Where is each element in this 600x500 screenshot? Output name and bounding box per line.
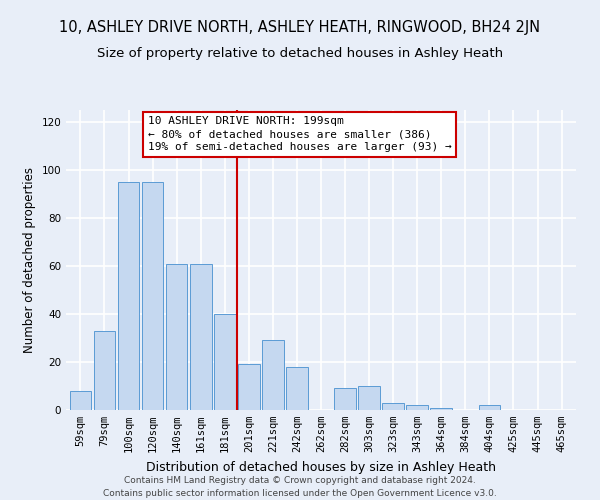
Bar	[430, 408, 452, 410]
Text: 10, ASHLEY DRIVE NORTH, ASHLEY HEATH, RINGWOOD, BH24 2JN: 10, ASHLEY DRIVE NORTH, ASHLEY HEATH, RI…	[59, 20, 541, 35]
Bar	[118, 182, 139, 410]
Bar	[70, 391, 91, 410]
Bar	[142, 182, 163, 410]
Bar	[286, 367, 308, 410]
Bar	[358, 386, 380, 410]
Text: Contains HM Land Registry data © Crown copyright and database right 2024.
Contai: Contains HM Land Registry data © Crown c…	[103, 476, 497, 498]
Text: Size of property relative to detached houses in Ashley Heath: Size of property relative to detached ho…	[97, 48, 503, 60]
Bar	[214, 314, 236, 410]
Bar	[334, 388, 356, 410]
Bar	[262, 340, 284, 410]
Bar	[238, 364, 260, 410]
X-axis label: Distribution of detached houses by size in Ashley Heath: Distribution of detached houses by size …	[146, 460, 496, 473]
Bar	[94, 331, 115, 410]
Text: 10 ASHLEY DRIVE NORTH: 199sqm
← 80% of detached houses are smaller (386)
19% of : 10 ASHLEY DRIVE NORTH: 199sqm ← 80% of d…	[148, 116, 451, 152]
Bar	[190, 264, 212, 410]
Bar	[479, 405, 500, 410]
Bar	[382, 403, 404, 410]
Bar	[406, 405, 428, 410]
Y-axis label: Number of detached properties: Number of detached properties	[23, 167, 36, 353]
Bar	[166, 264, 187, 410]
